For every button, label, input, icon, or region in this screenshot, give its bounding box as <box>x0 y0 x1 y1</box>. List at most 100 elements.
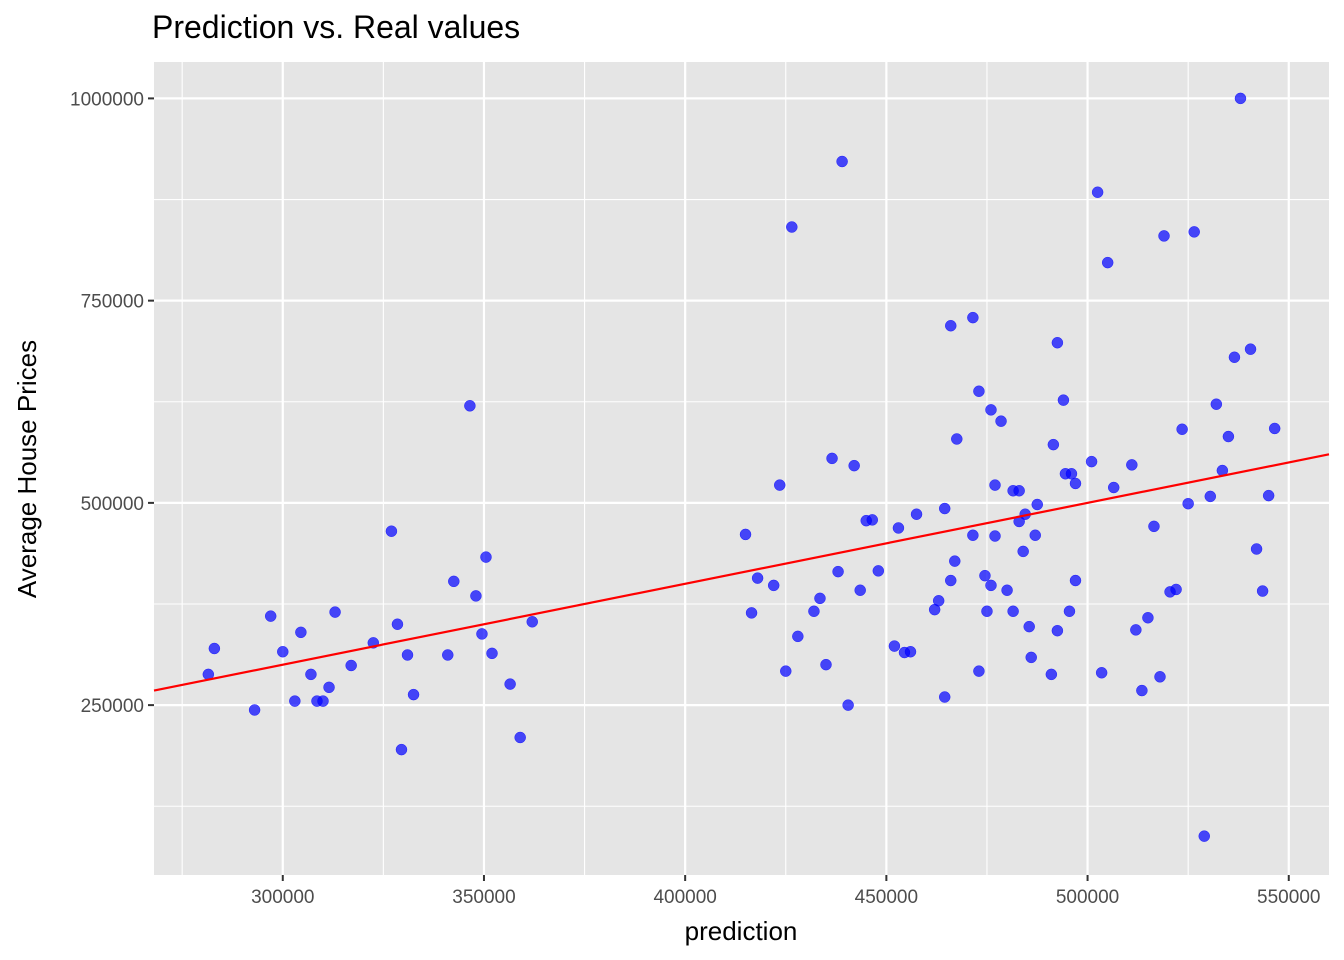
data-point <box>323 681 335 694</box>
data-point <box>780 665 792 677</box>
data-point <box>751 572 764 584</box>
x-tick-label: 550000 <box>1257 887 1320 908</box>
data-point <box>1250 543 1263 555</box>
y-tick-label: 1000000 <box>70 89 144 110</box>
data-point <box>1017 545 1029 558</box>
data-point <box>208 642 221 655</box>
data-point <box>1126 459 1138 471</box>
data-point <box>1085 455 1098 468</box>
data-point <box>872 565 885 577</box>
data-point <box>295 626 307 639</box>
data-point <box>1198 830 1211 842</box>
data-point <box>938 502 951 515</box>
data-points <box>202 92 1281 842</box>
data-point <box>1176 423 1188 436</box>
data-point <box>832 565 844 578</box>
data-point <box>1101 256 1114 269</box>
x-tick-label: 400000 <box>653 887 716 908</box>
data-point <box>1136 684 1148 697</box>
data-point <box>1142 612 1154 624</box>
data-point <box>1170 583 1182 596</box>
data-point <box>981 605 993 618</box>
data-point <box>1069 574 1082 587</box>
y-tick-label: 250000 <box>81 696 144 717</box>
data-point <box>448 575 460 588</box>
data-point <box>892 522 905 534</box>
data-point <box>1182 497 1194 510</box>
x-tick-label: 350000 <box>452 887 515 908</box>
y-tick-label: 750000 <box>81 292 144 313</box>
data-point <box>1047 438 1060 451</box>
data-point <box>407 688 420 701</box>
plot-panel <box>154 62 1329 875</box>
y-tick-label: 500000 <box>81 494 144 515</box>
data-point <box>1107 481 1120 494</box>
data-point <box>329 606 341 618</box>
data-point <box>767 579 780 592</box>
data-point <box>1154 671 1166 683</box>
data-point <box>395 743 408 756</box>
data-point <box>1188 226 1200 238</box>
data-point <box>820 658 832 671</box>
chart-title: Prediction vs. Real values <box>152 9 520 45</box>
data-point <box>1051 624 1064 637</box>
regression-line <box>153 453 1330 692</box>
data-point <box>1130 624 1142 636</box>
data-point <box>949 555 961 567</box>
data-point <box>470 590 482 602</box>
data-point <box>842 699 854 711</box>
data-point <box>967 311 979 324</box>
data-point <box>786 221 798 233</box>
data-point <box>888 640 901 652</box>
data-point <box>514 731 526 744</box>
data-point <box>401 649 414 661</box>
data-point <box>967 529 979 541</box>
data-point <box>792 630 804 643</box>
major-gridlines <box>154 62 1329 875</box>
data-point <box>526 616 539 628</box>
data-point <box>277 645 289 658</box>
data-point <box>248 704 261 716</box>
data-point <box>973 665 985 677</box>
data-point <box>745 607 758 619</box>
data-point <box>938 691 951 703</box>
data-point <box>848 459 860 472</box>
data-point <box>345 659 357 672</box>
data-point <box>989 479 1001 491</box>
data-point <box>1013 484 1025 497</box>
data-point <box>1262 489 1275 502</box>
data-point <box>1029 529 1041 541</box>
data-point <box>1204 490 1217 503</box>
data-point <box>1001 584 1013 596</box>
data-point <box>1045 668 1058 681</box>
data-point <box>264 610 277 622</box>
data-point <box>985 404 997 416</box>
data-point <box>866 514 879 526</box>
data-point <box>1228 351 1241 364</box>
data-point <box>979 569 991 582</box>
data-point <box>995 415 1007 427</box>
data-point <box>973 385 985 397</box>
data-point <box>836 155 848 168</box>
x-tick-label: 300000 <box>251 887 314 908</box>
data-point <box>289 695 301 707</box>
data-point <box>904 645 917 658</box>
x-tick-label: 500000 <box>1056 887 1119 908</box>
data-point <box>1234 92 1247 105</box>
data-point <box>932 595 945 607</box>
data-point <box>317 695 329 707</box>
data-point <box>1063 605 1076 618</box>
data-point <box>944 319 957 332</box>
x-axis-ticks: 300000 350000 400000 450000 500000 550000 <box>251 875 1320 908</box>
data-point <box>480 551 492 563</box>
data-point <box>1256 585 1269 597</box>
data-point <box>739 528 752 541</box>
data-point <box>1095 667 1108 679</box>
data-point <box>1065 468 1078 480</box>
data-point <box>391 618 404 630</box>
data-point <box>1007 605 1019 618</box>
data-point <box>1244 343 1257 355</box>
data-point <box>486 647 498 660</box>
data-point <box>1158 230 1170 242</box>
x-axis-title: prediction <box>685 916 798 946</box>
